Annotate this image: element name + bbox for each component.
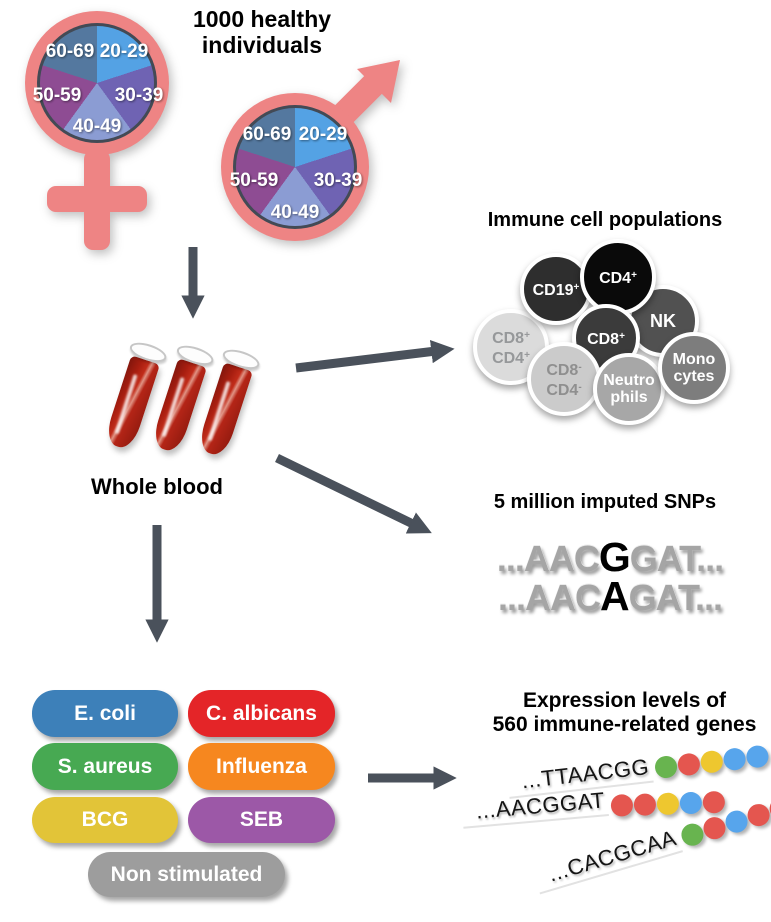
snp-flank: ...AAC xyxy=(496,538,600,579)
pie-label-60-69: 60-69 xyxy=(242,124,292,145)
pill-label: C. albicans xyxy=(206,701,317,725)
male-symbol-arrowhead xyxy=(357,60,400,103)
stimulus-calbicans: C. albicans xyxy=(188,690,335,737)
red-dot xyxy=(676,751,702,777)
snp-sequence-allele-1: ...AACGGAT... xyxy=(450,534,770,581)
tube-body xyxy=(196,362,253,459)
cell-label-sup: + xyxy=(524,330,530,341)
cell-label: NK xyxy=(650,310,676,331)
cell-cd8neg-cd4neg: CD8- CD4- xyxy=(527,342,601,416)
cell-label-sup: - xyxy=(578,382,582,393)
cell-label-sup: + xyxy=(631,270,637,281)
cell-label-sup: - xyxy=(578,362,582,373)
blue-dot xyxy=(722,807,751,835)
expression-heading: Expression levels of 560 immune-related … xyxy=(492,689,757,736)
blue-dot xyxy=(679,791,703,814)
red-dot xyxy=(744,800,771,829)
pill-label: BCG xyxy=(81,808,129,831)
cell-label: CD8 xyxy=(492,330,525,347)
stimulus-influenza: Influenza xyxy=(188,743,335,790)
gene-sequence: ...CACGCAA xyxy=(531,824,684,895)
cell-label: Neutro xyxy=(603,372,655,389)
cell-label: CD4 xyxy=(546,382,579,399)
cell-neutrophils: Neutro phils xyxy=(593,353,665,425)
snp-flank: GAT... xyxy=(628,577,723,618)
blue-dot xyxy=(722,746,747,771)
green-dot xyxy=(678,820,707,848)
pill-label: Influenza xyxy=(215,754,307,778)
pill-label: SEB xyxy=(239,808,284,831)
cell-cd19: CD19+ xyxy=(520,253,592,325)
cell-cd4: CD4+ xyxy=(580,239,656,315)
cell-label: CD4 xyxy=(599,270,632,287)
yellow-dot xyxy=(656,791,680,815)
cell-label: CD19 xyxy=(532,282,574,299)
cell-label: phils xyxy=(610,389,648,406)
gene-sequence: ...AACGGAT xyxy=(460,787,610,829)
cell-label: CD8 xyxy=(587,331,620,348)
cell-label: CD8 xyxy=(546,362,579,379)
immune-populations-heading: Immune cell populations xyxy=(487,209,723,231)
snp-flank: GAT... xyxy=(629,538,724,579)
female-symbol-crossbar xyxy=(47,186,147,212)
pie-label-50-59: 50-59 xyxy=(32,85,82,106)
cell-monocytes: Mono cytes xyxy=(658,332,730,404)
snp-sequence-allele-2: ...AACAGAT... xyxy=(450,573,770,620)
snp-variant-base: A xyxy=(600,573,630,619)
pie-label-20-29: 20-29 xyxy=(298,124,348,145)
cell-label: cytes xyxy=(673,368,715,385)
pie-label-40-49: 40-49 xyxy=(72,116,122,137)
red-dot xyxy=(610,793,634,817)
cell-label: Mono xyxy=(672,351,716,368)
yellow-dot xyxy=(699,749,724,774)
tube-body xyxy=(103,355,160,452)
stimulus-non-stimulated: Non stimulated xyxy=(88,852,285,897)
pill-label: E. coli xyxy=(74,701,136,725)
stimulus-seb: SEB xyxy=(188,797,335,843)
pie-label-40-49: 40-49 xyxy=(270,202,320,223)
stimulus-ecoli: E. coli xyxy=(32,690,178,737)
arrow-blood-to-snps xyxy=(275,453,432,534)
pie-label-60-69: 60-69 xyxy=(45,41,95,62)
expression-dots xyxy=(653,743,770,779)
snps-heading: 5 million imputed SNPs xyxy=(493,491,717,513)
snp-flank: ...AAC xyxy=(498,577,601,618)
cell-label-sup: + xyxy=(573,282,580,293)
snp-variant-base: G xyxy=(598,534,631,580)
whole-blood-label: Whole blood xyxy=(91,474,223,499)
stimulus-saureus: S. aureus xyxy=(32,743,178,790)
expression-sequence-2: ...AACGGAT xyxy=(460,787,726,829)
cell-label-sup: + xyxy=(619,331,625,342)
pie-label-30-39: 30-39 xyxy=(114,85,164,106)
expression-dots xyxy=(610,790,726,817)
cell-label-sup: + xyxy=(524,350,530,361)
pill-label: Non stimulated xyxy=(110,862,263,886)
stimulus-bcg: BCG xyxy=(32,797,178,843)
pie-label-50-59: 50-59 xyxy=(229,170,279,191)
blue-dot xyxy=(745,743,770,769)
red-dot xyxy=(633,792,657,816)
male-age-pie: 20-29 30-39 40-49 50-59 60-69 xyxy=(230,108,362,226)
arrow-blood-to-cells xyxy=(295,339,455,373)
red-dot xyxy=(700,813,729,842)
pill-label: S. aureus xyxy=(57,754,153,778)
pie-label-20-29: 20-29 xyxy=(99,41,149,62)
title: 1000 healthy individuals xyxy=(192,6,332,58)
green-dot xyxy=(653,754,679,779)
cell-label: CD4 xyxy=(492,350,525,367)
pie-label-30-39: 30-39 xyxy=(313,170,363,191)
female-age-pie: 20-29 30-39 40-49 50-59 60-69 xyxy=(33,26,163,140)
